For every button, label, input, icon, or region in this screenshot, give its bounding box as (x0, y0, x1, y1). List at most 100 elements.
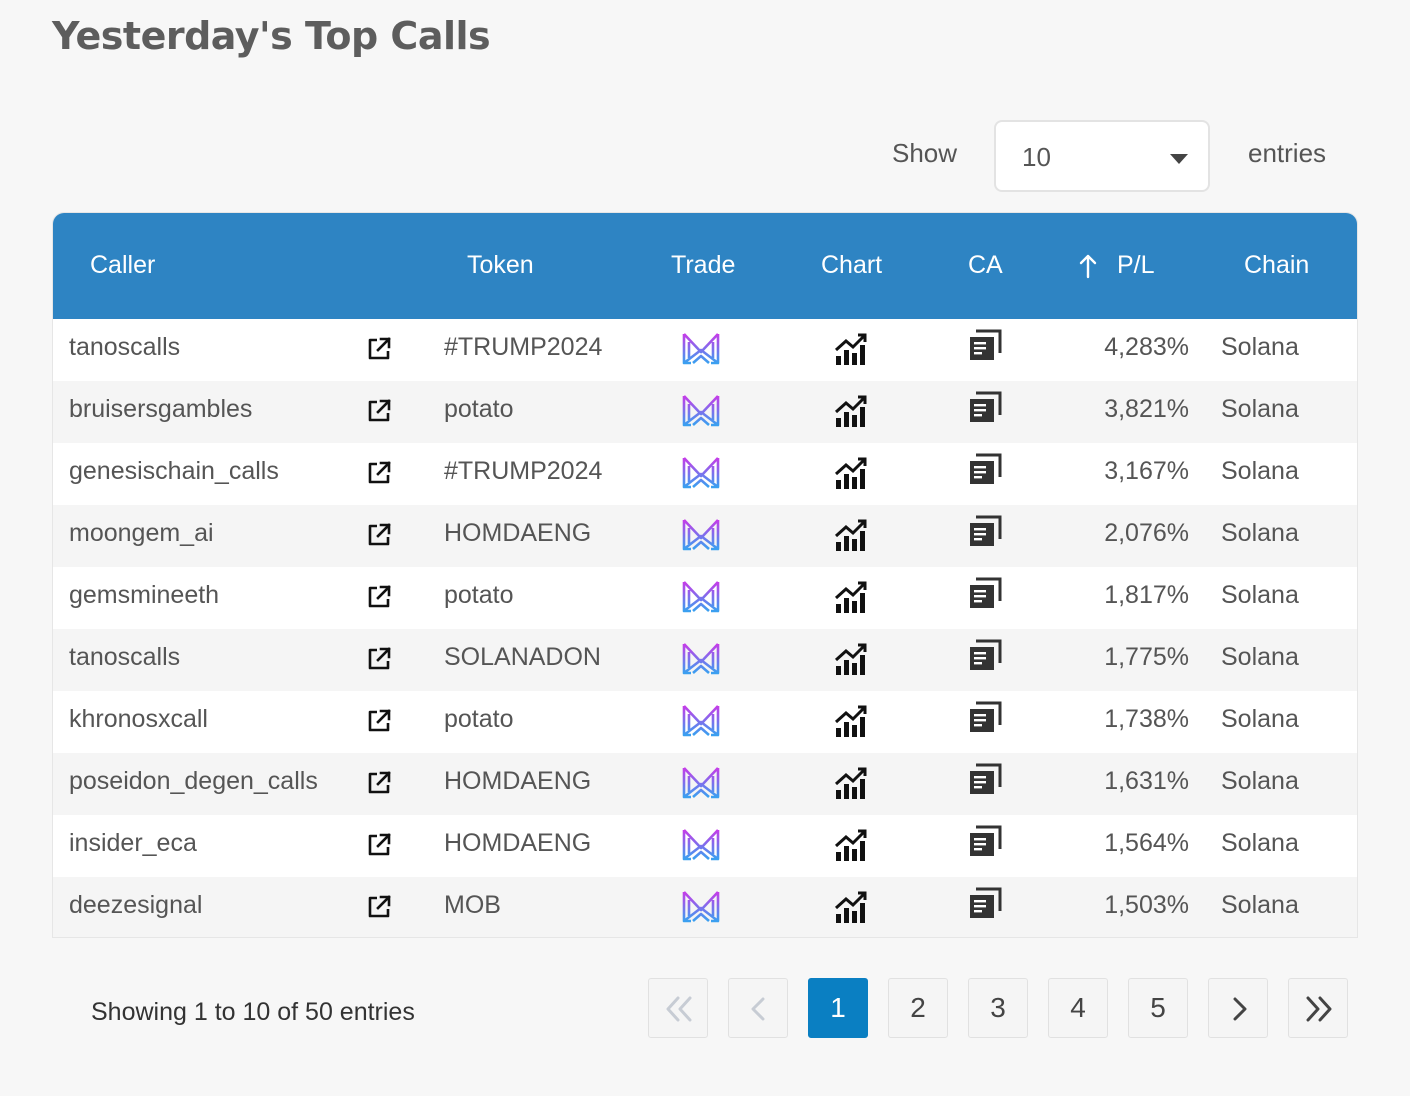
caller-name[interactable]: gemsmineeth (69, 581, 220, 609)
chain-name: Solana (1221, 643, 1299, 671)
external-link-icon[interactable] (366, 584, 392, 610)
external-link-icon[interactable] (366, 336, 392, 362)
token-name: potato (444, 395, 514, 423)
external-link-icon[interactable] (366, 708, 392, 734)
external-link-icon[interactable] (366, 770, 392, 796)
pl-value: 1,503% (1104, 891, 1189, 919)
trade-m-logo-icon[interactable] (681, 516, 721, 554)
table-row: bruisersgambles potato 3,821% Solana (53, 381, 1357, 443)
caller-name[interactable]: genesischain_calls (69, 457, 279, 485)
chevron-left-icon (751, 997, 765, 1021)
token-name: HOMDAENG (444, 829, 592, 857)
chart-icon[interactable] (834, 890, 868, 924)
table-row: gemsmineeth potato 1,817% Solana (53, 567, 1357, 629)
caller-name[interactable]: deezesignal (69, 891, 203, 919)
external-link-icon[interactable] (366, 522, 392, 548)
chart-icon[interactable] (834, 518, 868, 552)
pagination-page-4[interactable]: 4 (1048, 978, 1108, 1038)
column-header-trade[interactable]: Trade (671, 251, 736, 279)
table-row: insider_eca HOMDAENG 1,564% Solana (53, 815, 1357, 877)
caller-name[interactable]: moongem_ai (69, 519, 214, 547)
table-row: genesischain_calls #TRUMP2024 3,167% Solana (53, 443, 1357, 505)
pagination-page-5[interactable]: 5 (1128, 978, 1188, 1038)
chain-name: Solana (1221, 891, 1299, 919)
entries-per-page-value: 10 (1022, 142, 1051, 172)
pagination-first-button[interactable] (648, 978, 708, 1038)
copy-icon[interactable] (968, 639, 1002, 671)
pagination-next-button[interactable] (1208, 978, 1268, 1038)
column-header-pl[interactable]: P/L (1117, 251, 1155, 279)
copy-icon[interactable] (968, 329, 1002, 361)
trade-m-logo-icon[interactable] (681, 826, 721, 864)
table-row: moongem_ai HOMDAENG 2,076% Solana (53, 505, 1357, 567)
pagination-last-button[interactable] (1288, 978, 1348, 1038)
chart-icon[interactable] (834, 766, 868, 800)
entries-per-page-select[interactable]: 10 (994, 120, 1210, 192)
token-name: SOLANADON (444, 643, 601, 671)
pl-value: 4,283% (1104, 333, 1189, 361)
trade-m-logo-icon[interactable] (681, 578, 721, 616)
chart-icon[interactable] (834, 332, 868, 366)
chart-icon[interactable] (834, 704, 868, 738)
token-name: MOB (444, 891, 501, 919)
copy-icon[interactable] (968, 763, 1002, 795)
caret-down-icon (1170, 154, 1188, 164)
column-header-chart[interactable]: Chart (821, 251, 883, 279)
external-link-icon[interactable] (366, 646, 392, 672)
pl-value: 2,076% (1104, 519, 1189, 547)
copy-icon[interactable] (968, 887, 1002, 919)
caller-name[interactable]: insider_eca (69, 829, 197, 857)
copy-icon[interactable] (968, 825, 1002, 857)
table-row: tanoscalls SOLANADON 1,775% Solana (53, 629, 1357, 691)
caller-name[interactable]: tanoscalls (69, 643, 181, 671)
trade-m-logo-icon[interactable] (681, 454, 721, 492)
copy-icon[interactable] (968, 701, 1002, 733)
pagination-page-1[interactable]: 1 (808, 978, 868, 1038)
double-chevron-right-icon (1306, 996, 1332, 1022)
pl-value: 1,631% (1104, 767, 1189, 795)
caller-name[interactable]: poseidon_degen_calls (69, 767, 318, 795)
chain-name: Solana (1221, 333, 1299, 361)
external-link-icon[interactable] (366, 832, 392, 858)
chart-icon[interactable] (834, 642, 868, 676)
column-header-ca[interactable]: CA (968, 251, 1003, 279)
pagination-page-3[interactable]: 3 (968, 978, 1028, 1038)
trade-m-logo-icon[interactable] (681, 640, 721, 678)
top-calls-table: Caller Token Trade Chart CA P/L Chain ta… (52, 212, 1358, 938)
copy-icon[interactable] (968, 515, 1002, 547)
chart-icon[interactable] (834, 456, 868, 490)
pl-value: 1,817% (1104, 581, 1189, 609)
trade-m-logo-icon[interactable] (681, 888, 721, 926)
external-link-icon[interactable] (366, 398, 392, 424)
pl-value: 3,821% (1104, 395, 1189, 423)
caller-name[interactable]: khronosxcall (69, 705, 208, 733)
copy-icon[interactable] (968, 577, 1002, 609)
chevron-right-icon (1233, 997, 1247, 1021)
token-name: HOMDAENG (444, 767, 592, 795)
caller-name[interactable]: bruisersgambles (69, 395, 253, 423)
caller-name[interactable]: tanoscalls (69, 333, 181, 361)
pl-value: 1,775% (1104, 643, 1189, 671)
chart-icon[interactable] (834, 394, 868, 428)
pagination-page-2[interactable]: 2 (888, 978, 948, 1038)
column-header-caller[interactable]: Caller (90, 251, 156, 279)
chain-name: Solana (1221, 581, 1299, 609)
trade-m-logo-icon[interactable] (681, 392, 721, 430)
arrow-up-icon[interactable] (1079, 253, 1097, 279)
external-link-icon[interactable] (366, 460, 392, 486)
copy-icon[interactable] (968, 453, 1002, 485)
token-name: HOMDAENG (444, 519, 592, 547)
trade-m-logo-icon[interactable] (681, 764, 721, 802)
column-header-chain[interactable]: Chain (1244, 251, 1310, 279)
chart-icon[interactable] (834, 828, 868, 862)
trade-m-logo-icon[interactable] (681, 702, 721, 740)
pagination-prev-button[interactable] (728, 978, 788, 1038)
chart-icon[interactable] (834, 580, 868, 614)
trade-m-logo-icon[interactable] (681, 330, 721, 368)
column-header-token[interactable]: Token (467, 251, 534, 279)
chain-name: Solana (1221, 705, 1299, 733)
copy-icon[interactable] (968, 391, 1002, 423)
token-name: #TRUMP2024 (444, 457, 603, 485)
external-link-icon[interactable] (366, 894, 392, 920)
chain-name: Solana (1221, 829, 1299, 857)
